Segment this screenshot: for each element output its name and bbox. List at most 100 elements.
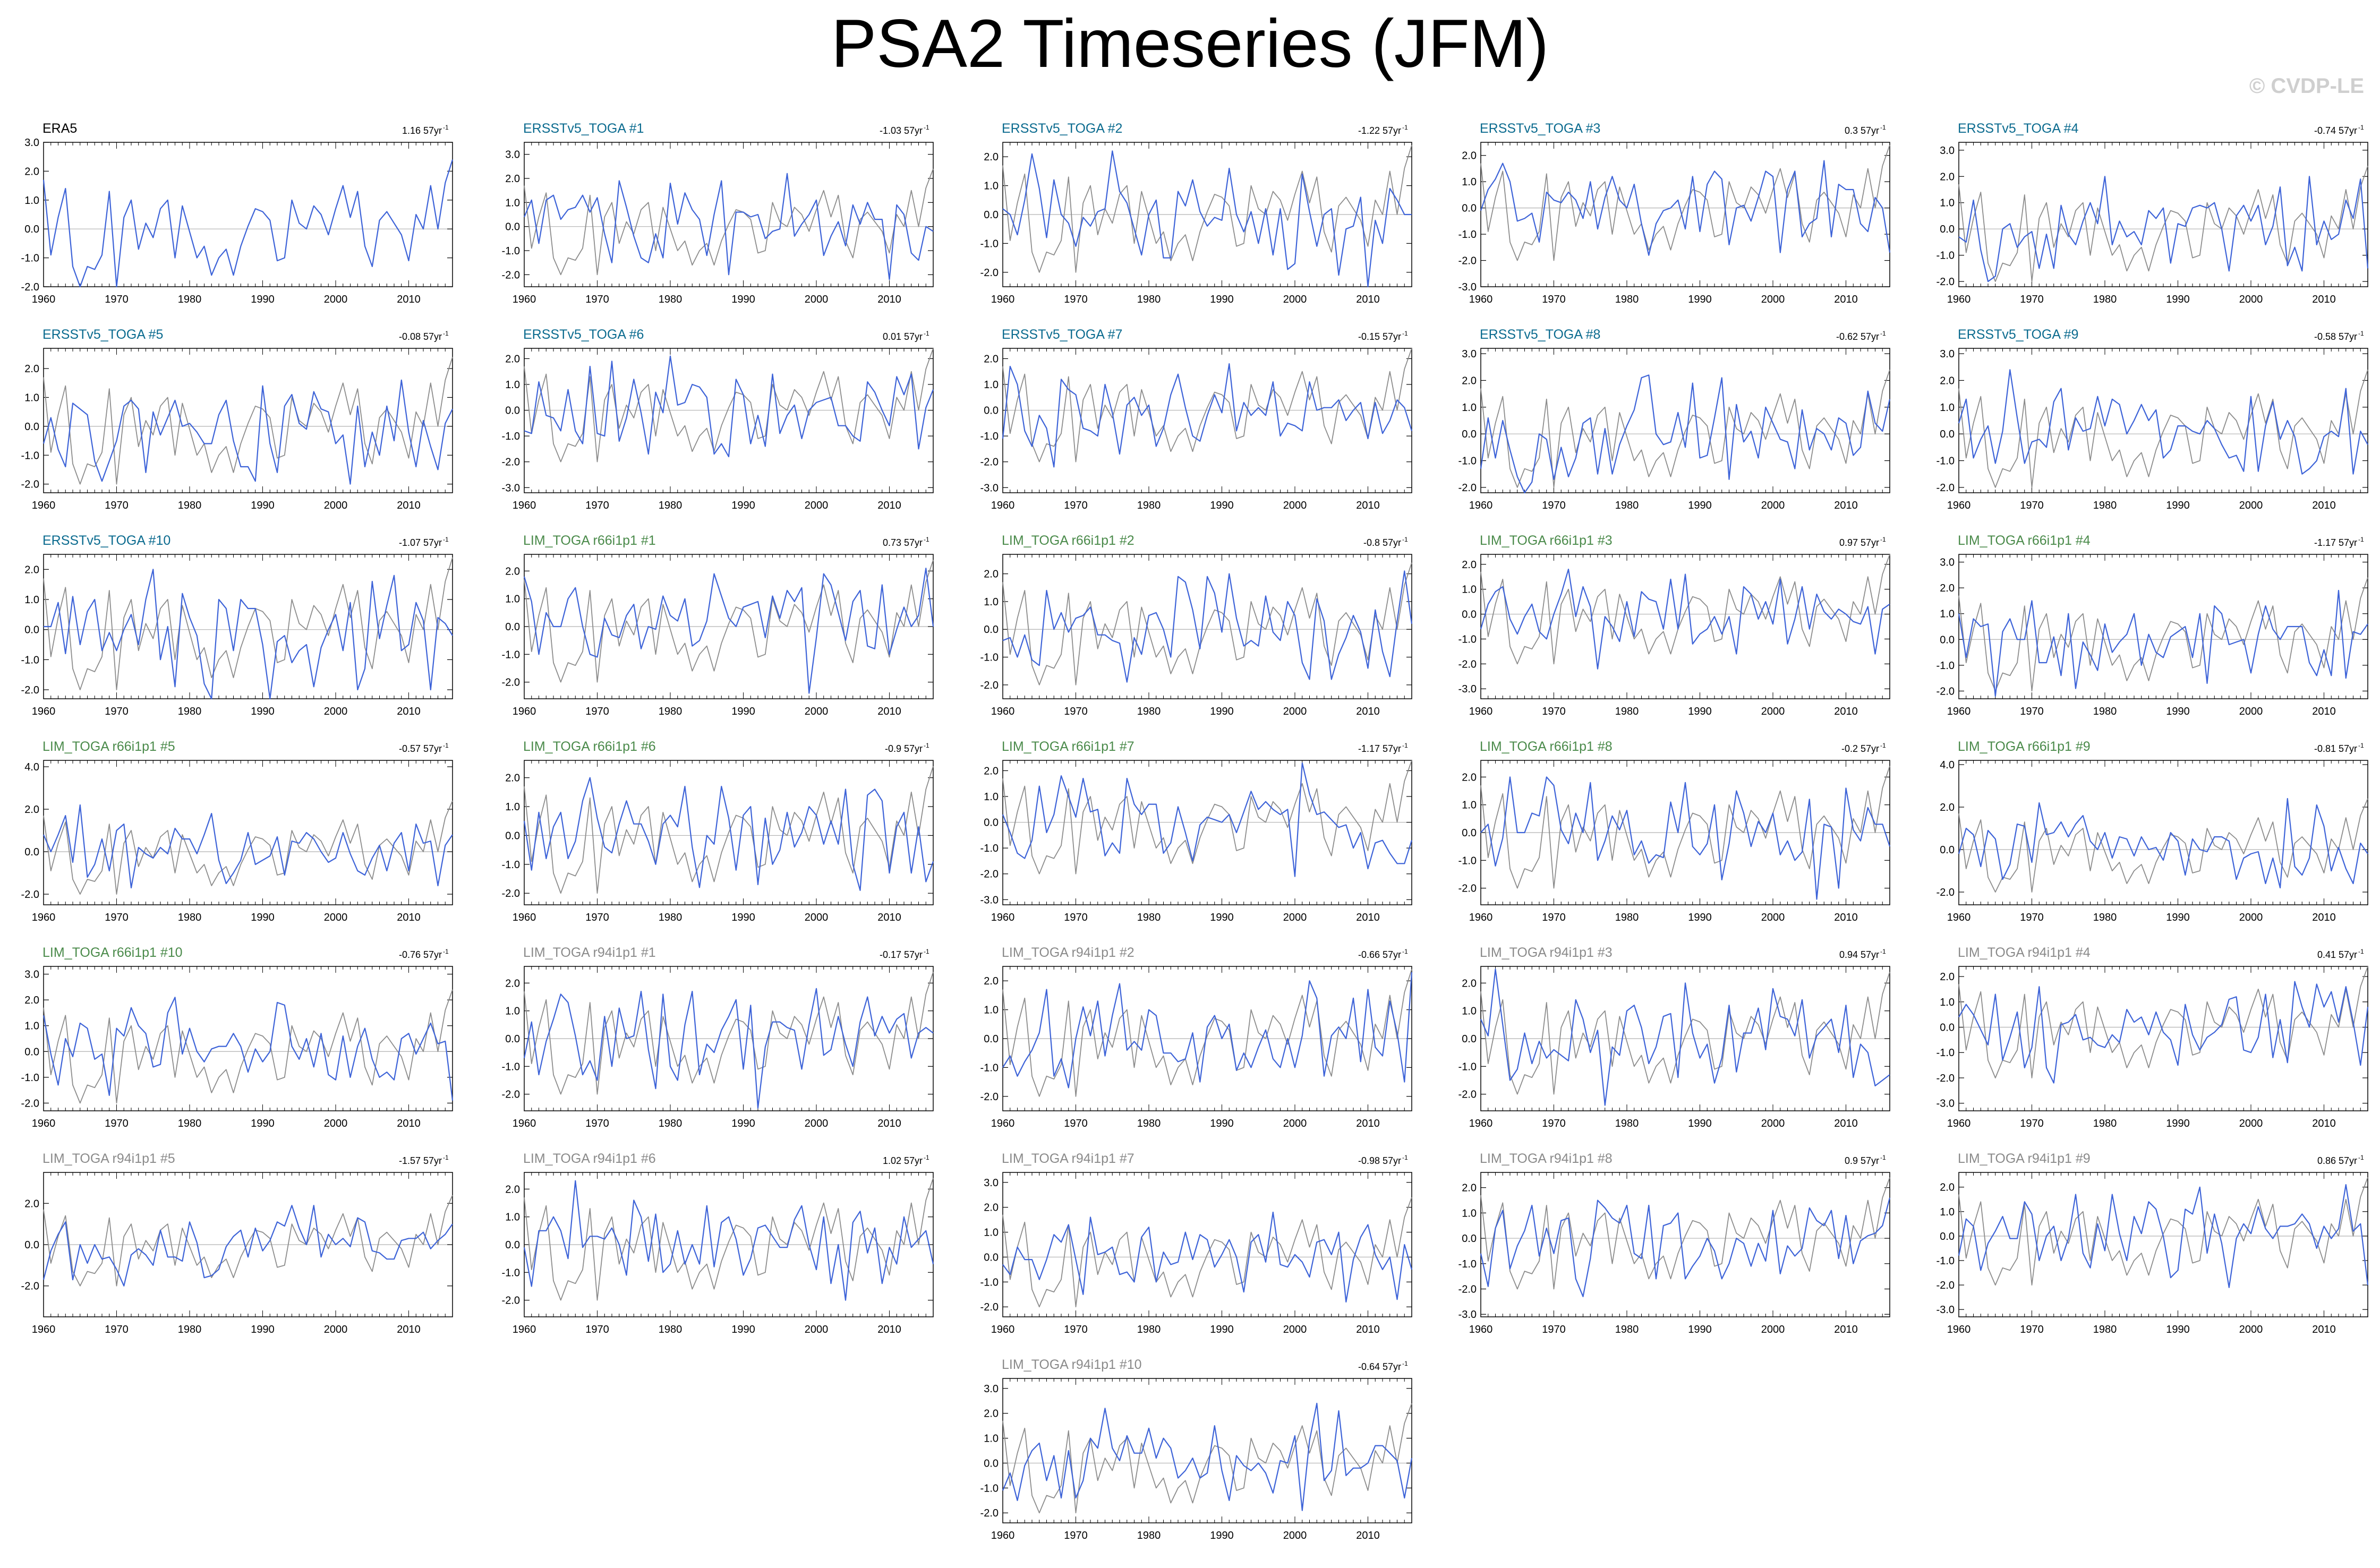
x-tick-label: 1960 [991, 1118, 1015, 1129]
panel-trend-label: 0.3 57yr [1845, 125, 1879, 136]
x-tick-label: 2010 [2312, 912, 2336, 923]
panel-trend-superscript: -1 [1880, 1154, 1886, 1161]
x-tick-label: 2000 [805, 500, 829, 511]
x-tick-label: 1970 [1542, 500, 1566, 511]
panel-trend-superscript: -1 [1880, 536, 1886, 543]
y-tick-label: 1.0 [1462, 1207, 1477, 1219]
y-tick-label: 3.0 [1940, 348, 1955, 360]
panel-trend-superscript: -1 [924, 330, 929, 337]
y-tick-label: 1.0 [984, 791, 999, 803]
x-tick-label: 1960 [513, 912, 536, 923]
y-tick-label: -2.0 [21, 684, 39, 696]
y-tick-label: 0.0 [984, 624, 999, 636]
y-tick-label: 2.0 [984, 975, 999, 987]
x-tick-label: 1970 [1064, 500, 1088, 511]
panel-18: LIM_TOGA r66i1p1 #7 -1.17 57yr -1 2.0 1.0 0.0… [980, 739, 1413, 923]
panel-title: LIM_TOGA r66i1p1 #10 [42, 945, 183, 960]
x-tick-label: 1980 [178, 294, 202, 305]
member-series-line [1002, 1211, 1413, 1303]
y-tick-label: -1.0 [1458, 855, 1477, 867]
x-tick-label: 2010 [1356, 706, 1380, 717]
x-tick-label: 1980 [1615, 706, 1639, 717]
y-tick-label: -1.0 [980, 843, 999, 854]
panel-trend-superscript: -1 [2358, 742, 2364, 749]
panel-9: ERSSTv5_TOGA #8 -0.62 57yr -1 3.0 2.0 1.0 0.0 -… [1458, 327, 1891, 511]
x-tick-label: 2000 [324, 706, 348, 717]
x-tick-label: 1990 [731, 912, 755, 923]
x-tick-label: 1960 [32, 1324, 56, 1335]
y-tick-label: 1.0 [24, 594, 39, 606]
y-tick-label: -2.0 [21, 1281, 39, 1292]
panel-title: LIM_TOGA r94i1p1 #3 [1480, 945, 1613, 960]
y-tick-label: 3.0 [24, 137, 39, 149]
y-tick-label: 0.0 [505, 1239, 520, 1251]
panel-trend-label: -1.57 57yr [399, 1155, 442, 1166]
x-tick-label: 1980 [178, 1118, 202, 1129]
x-tick-label: 1990 [1210, 912, 1234, 923]
y-tick-label: 1.0 [984, 181, 999, 192]
y-tick-label: 2.0 [984, 353, 999, 365]
panel-trend-label: 1.02 57yr [883, 1155, 923, 1166]
reference-series-line [1002, 562, 1412, 686]
panel-trend-label: -0.57 57yr [399, 743, 442, 754]
x-tick-label: 1960 [1469, 294, 1493, 305]
y-tick-label: -1.0 [502, 649, 520, 661]
y-tick-label: 1.0 [1462, 800, 1477, 811]
x-tick-label: 1990 [1210, 1530, 1234, 1541]
y-tick-label: -1.0 [1458, 229, 1477, 241]
plot-frame [524, 142, 934, 287]
panel-trend-label: 0.41 57yr [2317, 949, 2357, 960]
panel-trend-superscript: -1 [1402, 948, 1408, 955]
member-series-line [1480, 969, 1890, 1106]
x-tick-label: 1980 [2093, 1118, 2117, 1129]
plot-frame [1002, 1172, 1412, 1317]
x-tick-label: 1970 [2020, 294, 2044, 305]
panel-trend-label: -0.9 57yr [885, 743, 923, 754]
member-series-line [1958, 176, 2369, 282]
x-tick-label: 1970 [585, 706, 609, 717]
member-series-line [1480, 374, 1891, 494]
y-tick-label: 1.0 [984, 1433, 999, 1445]
reference-series-line [42, 159, 454, 288]
panel-trend-label: -0.74 57yr [2314, 125, 2357, 136]
page-title: PSA2 Timeseries (JFM) [831, 6, 1549, 82]
panel-trend-superscript: -1 [443, 536, 449, 543]
y-tick-label: 2.0 [1462, 150, 1477, 162]
reference-series-line [43, 1195, 453, 1287]
panel-31: LIM_TOGA r94i1p1 #10 -0.64 57yr -1 3.0 2.0 1.… [980, 1357, 1413, 1541]
y-tick-label: 0.0 [1940, 429, 1955, 440]
panel-trend-superscript: -1 [924, 124, 929, 131]
panel-12: LIM_TOGA r66i1p1 #1 0.73 57yr -1 2.0 1.0 0.0 -… [502, 533, 934, 717]
x-tick-label: 1980 [659, 294, 683, 305]
y-tick-label: -2.0 [21, 281, 39, 293]
member-series-line [1958, 1184, 2369, 1288]
reference-series-line [1958, 966, 2368, 1078]
x-tick-label: 2010 [1356, 1530, 1380, 1541]
panel-trend-label: 0.01 57yr [883, 331, 923, 342]
plot-frame [43, 142, 453, 287]
reference-series-line [43, 800, 453, 895]
x-tick-label: 2000 [1283, 294, 1307, 305]
member-series-line [1958, 798, 2368, 889]
y-tick-label: 1.0 [984, 1005, 999, 1016]
y-tick-label: -2.0 [502, 677, 520, 689]
panel-trend-label: 0.86 57yr [2317, 1155, 2357, 1166]
x-tick-label: 1970 [105, 1118, 129, 1129]
panel-trend-label: -0.62 57yr [1836, 331, 1879, 342]
y-tick-label: 2.0 [984, 1408, 999, 1420]
panel-3: ERSSTv5_TOGA #2 -1.22 57yr -1 2.0 1.0 0.0 -1.0… [980, 121, 1412, 305]
x-tick-label: 1970 [1064, 1324, 1088, 1335]
x-tick-label: 2000 [1761, 706, 1785, 717]
y-tick-label: -2.0 [1937, 482, 1955, 494]
y-tick-label: 0.0 [984, 209, 999, 221]
plot-frame [1958, 554, 2368, 699]
reference-series-line [1002, 1197, 1412, 1308]
y-tick-label: 0.0 [505, 830, 520, 842]
y-tick-label: -2.0 [1937, 887, 1955, 898]
panel-14: LIM_TOGA r66i1p1 #3 0.97 57yr -1 2.0 1.0 0.0 -… [1458, 533, 1890, 717]
member-series-line [1480, 160, 1891, 256]
panel-26: LIM_TOGA r94i1p1 #5 -1.57 57yr -1 2.0 0.0 -2.… [21, 1151, 453, 1335]
panel-11: ERSSTv5_TOGA #10 -1.07 57yr -1 2.0 1.0 0.0 -1.… [21, 533, 453, 717]
y-tick-label: 2.0 [505, 1184, 520, 1195]
x-tick-label: 2010 [2312, 706, 2336, 717]
